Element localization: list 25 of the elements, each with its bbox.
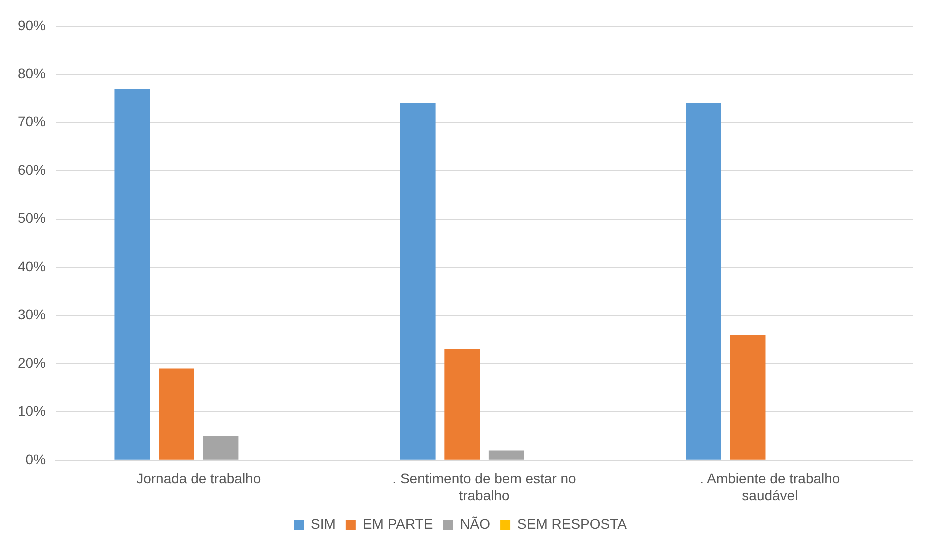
bar — [488, 450, 524, 460]
y-tick-label: 90% — [18, 17, 46, 34]
bar — [159, 368, 194, 460]
y-tick-label: 60% — [18, 162, 46, 178]
legend-label: SEM RESPOSTA — [518, 516, 628, 532]
bar — [400, 104, 436, 460]
y-tick-label: 50% — [18, 210, 46, 226]
bar — [730, 335, 766, 460]
y-tick-label: 0% — [26, 451, 46, 468]
y-tick-label: 30% — [18, 306, 46, 323]
y-tick-label: 80% — [18, 65, 46, 82]
legend-label: NÃO — [460, 516, 491, 532]
x-tick-label: Jornada de trabalho — [136, 470, 262, 487]
y-tick-label: 70% — [18, 114, 46, 130]
legend-label: SIM — [311, 516, 336, 532]
legend-label: EM PARTE — [362, 516, 434, 532]
y-tick-label: 40% — [18, 258, 46, 274]
bar — [686, 104, 722, 460]
y-tick-label: 20% — [18, 354, 46, 371]
bar — [114, 89, 150, 460]
x-tick-label: . Sentimento de bem estar no trabalho — [392, 470, 577, 504]
bar — [444, 349, 480, 460]
bar — [203, 436, 239, 460]
x-tick-label: . Ambiente de trabalho saudável — [700, 470, 840, 504]
y-tick-label: 10% — [18, 403, 46, 420]
